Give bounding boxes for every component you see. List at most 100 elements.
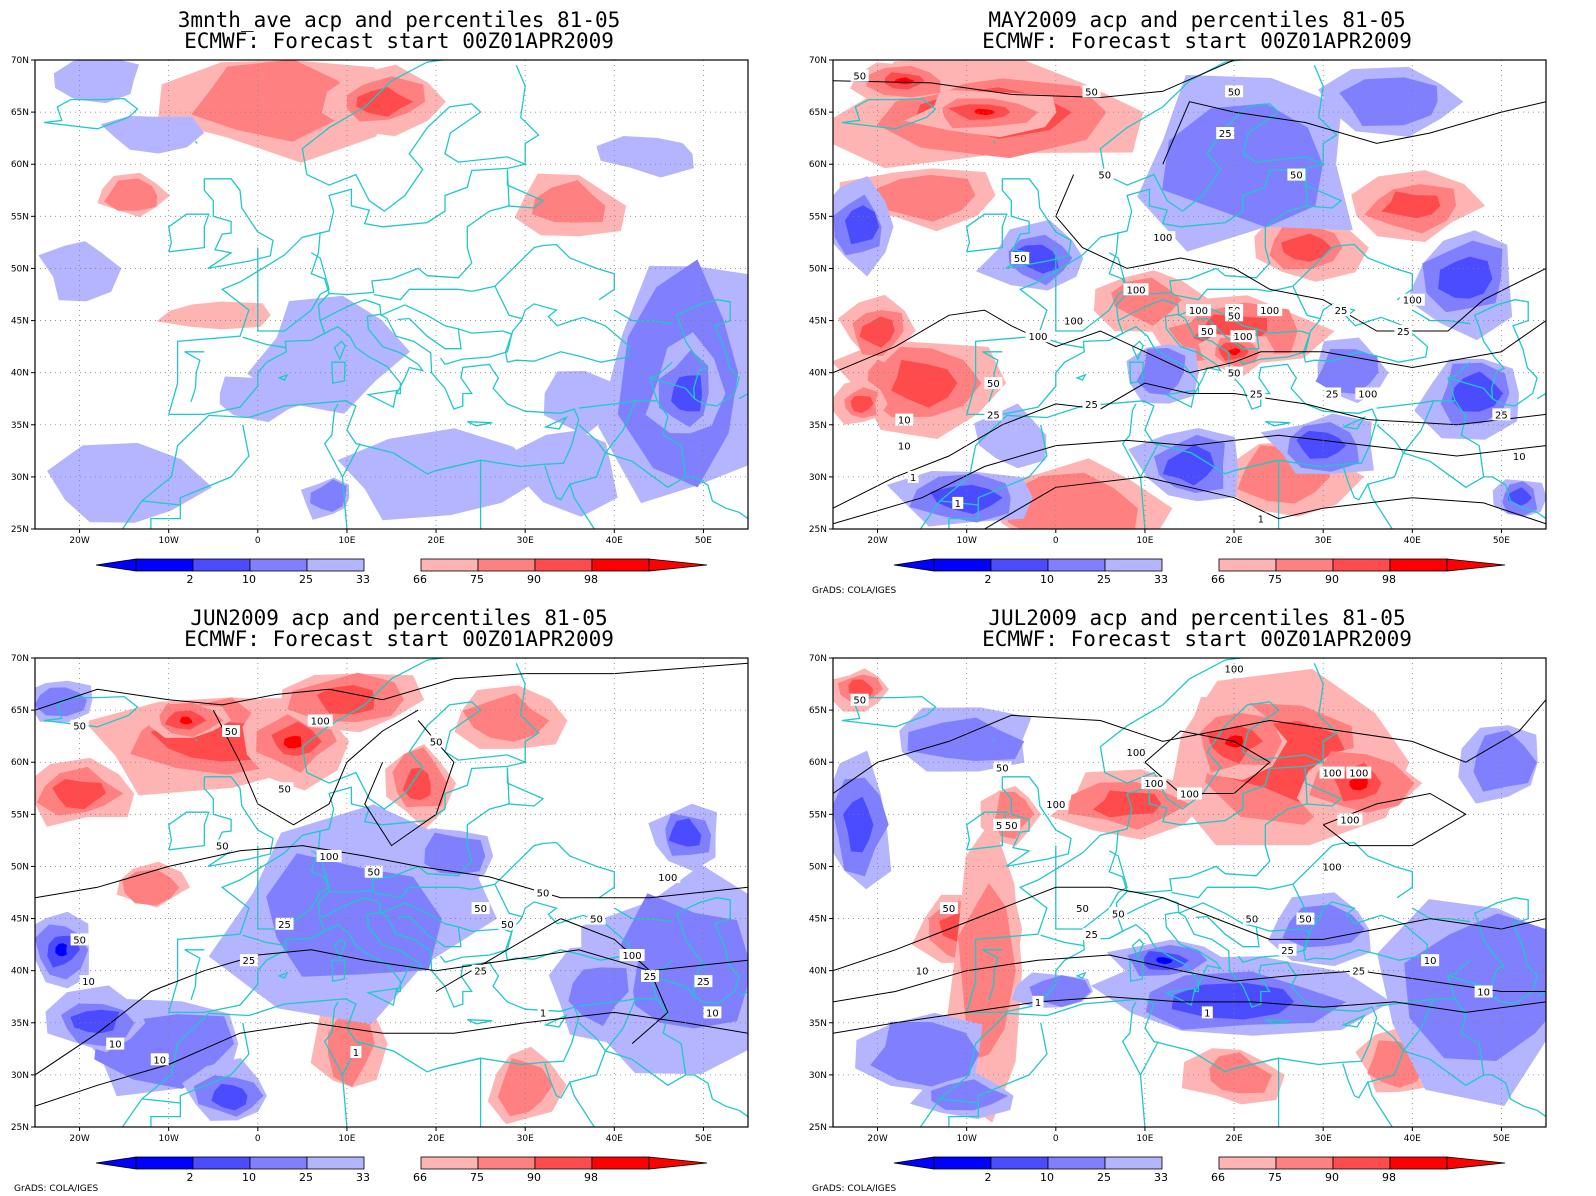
contour-label: 100 xyxy=(1233,332,1252,343)
colorbar-label: 2 xyxy=(985,573,992,586)
coastline xyxy=(966,658,1326,1013)
colorbar-segment xyxy=(192,1156,251,1170)
colorbar-label: 25 xyxy=(1097,573,1111,586)
coastline xyxy=(1411,309,1471,325)
colorbar-label: 66 xyxy=(1211,1171,1225,1184)
lat-label: 25N xyxy=(11,525,29,535)
coastline xyxy=(242,336,287,349)
percentile-shade xyxy=(1438,256,1493,299)
percentile-shade xyxy=(891,359,958,408)
coastline xyxy=(380,902,462,948)
contour-label: 100 xyxy=(1260,306,1279,317)
coastline xyxy=(613,907,673,923)
lat-label: 40N xyxy=(809,967,827,977)
contour-label: 25 xyxy=(1397,327,1410,338)
percentile-map: 50 50100505050100505010050502550252510101… xyxy=(11,654,749,1184)
contour-label: 50 xyxy=(1005,821,1018,832)
contour-label-bg xyxy=(106,1037,125,1050)
colorbar-low-arrow xyxy=(95,558,137,572)
contour-label: 50 xyxy=(501,920,514,931)
graticule xyxy=(833,658,1546,1127)
colorbar-segment xyxy=(1047,1156,1106,1170)
lon-label: 10E xyxy=(338,536,355,546)
percentile-shade xyxy=(543,371,610,436)
contour-label-bg xyxy=(1255,512,1267,525)
lat-label: 30N xyxy=(809,1071,827,1081)
panel-3month-average: 3mnth_ave acp and percentiles 81-05 ECMW… xyxy=(0,0,798,598)
coastline xyxy=(1178,902,1260,948)
colorbar-label: 98 xyxy=(1382,573,1396,586)
contour-label-bg xyxy=(1225,85,1244,98)
coastline xyxy=(1536,392,1546,400)
contour-label-bg xyxy=(275,782,294,795)
contour-line xyxy=(364,720,455,847)
coastline xyxy=(323,403,344,478)
lon-label: 0 xyxy=(1053,1134,1059,1144)
colorbar: 2 10 25 33 66 75 90 98 xyxy=(893,558,1506,586)
contour-label-bg xyxy=(1198,325,1217,337)
contour-label-bg xyxy=(703,1006,722,1019)
grads-credit: GrADS: COLA/IGES xyxy=(14,1184,99,1194)
lat-label: 45N xyxy=(809,915,827,925)
colorbar-segment xyxy=(420,1156,479,1170)
contour-label: 100 xyxy=(1189,306,1208,317)
lat-label: 70N xyxy=(809,56,827,66)
contour-label: 50 xyxy=(1076,904,1089,915)
contour-label: 10 xyxy=(153,1055,166,1066)
coastline xyxy=(435,459,481,472)
coastline xyxy=(1454,400,1485,477)
colorbar-segment xyxy=(135,1156,194,1170)
contour-label-bg xyxy=(1082,397,1101,410)
panel-jul2009: JUL2009 acp and percentiles 81-05 ECMWF:… xyxy=(798,598,1596,1196)
panel-title: JUL2009 acp and percentiles 81-05 xyxy=(988,606,1406,630)
contour-label-bg xyxy=(1399,293,1425,306)
panel-title: JUN2009 acp and percentiles 81-05 xyxy=(190,606,608,630)
contour-label: 10 xyxy=(898,442,911,453)
percentile-shade xyxy=(1281,233,1332,262)
contour-label: 50 xyxy=(225,727,238,738)
percentile-shade xyxy=(596,136,694,178)
contour-label: 50 xyxy=(73,935,86,946)
contour-label-bg xyxy=(1287,168,1306,181)
colorbar-label: 10 xyxy=(1040,1171,1054,1184)
contour-label-bg xyxy=(1296,912,1315,925)
contour-label: 100 xyxy=(1340,816,1359,827)
colorbar-segment xyxy=(1332,1156,1391,1170)
lon-label: 20E xyxy=(1226,536,1243,546)
island-outline xyxy=(1129,959,1144,982)
lat-label: 55N xyxy=(809,810,827,820)
contour-label: 100 xyxy=(1126,748,1145,759)
lat-label: 70N xyxy=(809,654,827,664)
colorbar-high-arrow xyxy=(1446,1156,1506,1170)
percentile-shade xyxy=(247,295,410,414)
lat-label: 35N xyxy=(809,421,827,431)
coastline xyxy=(1342,1063,1394,1127)
island-outline xyxy=(331,361,346,384)
colorbar-segment xyxy=(1389,558,1448,572)
contour-label-bg xyxy=(1346,766,1372,779)
coastline xyxy=(965,811,1008,851)
panel-title: MAY2009 acp and percentiles 81-05 xyxy=(988,8,1406,32)
coastline xyxy=(43,97,139,130)
colorbar-label: 33 xyxy=(356,573,370,586)
colorbar-label: 98 xyxy=(584,1171,598,1184)
colorbar-label: 90 xyxy=(527,1171,541,1184)
contour-label: 100 xyxy=(658,873,677,884)
contour-label: 100 xyxy=(1126,285,1145,296)
contour-label-bg xyxy=(1225,366,1244,379)
contour-label: 50 xyxy=(537,889,550,900)
lon-label: 20W xyxy=(867,1134,887,1144)
panel-jun2009: JUN2009 acp and percentiles 81-05 ECMWF:… xyxy=(0,598,798,1196)
coastline xyxy=(373,285,522,320)
lat-label: 40N xyxy=(809,369,827,379)
coastline xyxy=(919,911,1378,1127)
percentile-shade xyxy=(514,430,618,517)
colorbar-segment xyxy=(1047,558,1106,572)
lon-label: 10W xyxy=(957,1134,977,1144)
coastline xyxy=(1536,990,1546,998)
contour-label: 100 xyxy=(1153,233,1172,244)
contour-label-bg xyxy=(1319,766,1345,779)
contour-label-bg xyxy=(427,735,446,748)
coastline xyxy=(141,1022,250,1104)
colorbar-segment xyxy=(990,1156,1049,1170)
